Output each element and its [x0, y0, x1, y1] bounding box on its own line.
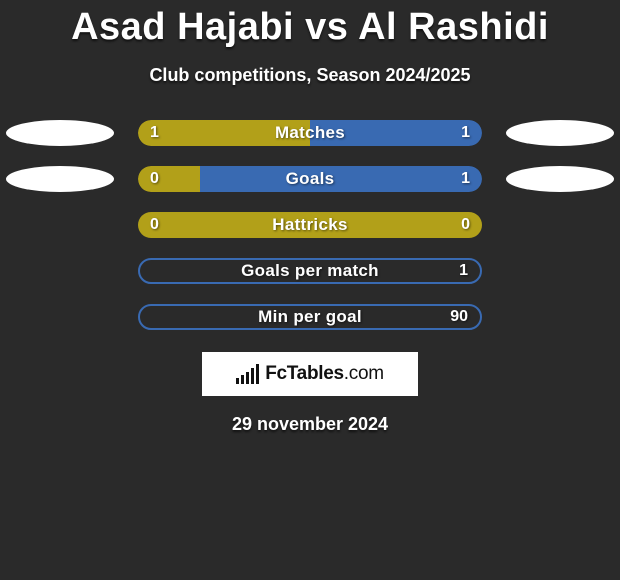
- stat-label: Min per goal: [140, 306, 480, 328]
- logo-text: FcTables.com: [265, 363, 384, 385]
- stat-value-right: 0: [461, 212, 470, 238]
- page-title: Asad Hajabi vs Al Rashidi: [0, 0, 620, 49]
- fctables-logo: FcTables.com: [202, 352, 418, 396]
- stat-row: 0Goals1: [0, 166, 620, 192]
- logo-bar: [241, 375, 244, 384]
- player-ellipse-left: [6, 120, 114, 146]
- logo-bar: [256, 364, 259, 384]
- date-label: 29 november 2024: [0, 414, 620, 435]
- stat-row: 1Matches1: [0, 120, 620, 146]
- logo-text-light: .com: [344, 363, 384, 384]
- stats-panel: 1Matches10Goals10Hattricks0Goals per mat…: [0, 120, 620, 330]
- stat-pill: Min per goal90: [138, 304, 482, 330]
- subtitle: Club competitions, Season 2024/2025: [0, 65, 620, 86]
- stat-label: Goals per match: [140, 260, 480, 282]
- stat-value-right: 1: [461, 166, 470, 192]
- stat-label: Hattricks: [138, 212, 482, 238]
- logo-bars-icon: [236, 364, 259, 384]
- logo-bar: [251, 368, 254, 384]
- logo-text-strong: FcTables: [265, 363, 344, 384]
- stat-row: 0Hattricks0: [0, 212, 620, 238]
- stat-value-right: 90: [450, 306, 468, 328]
- stat-pill: 0Hattricks0: [138, 212, 482, 238]
- stat-row: Min per goal90: [0, 304, 620, 330]
- player-ellipse-right: [506, 166, 614, 192]
- stat-value-right: 1: [459, 260, 468, 282]
- logo-bar: [236, 378, 239, 384]
- stat-value-right: 1: [461, 120, 470, 146]
- stat-pill: Goals per match1: [138, 258, 482, 284]
- player-ellipse-left: [6, 166, 114, 192]
- stat-pill: 1Matches1: [138, 120, 482, 146]
- stat-pill: 0Goals1: [138, 166, 482, 192]
- stat-label: Matches: [138, 120, 482, 146]
- logo-bar: [246, 372, 249, 384]
- stat-label: Goals: [138, 166, 482, 192]
- player-ellipse-right: [506, 120, 614, 146]
- stat-row: Goals per match1: [0, 258, 620, 284]
